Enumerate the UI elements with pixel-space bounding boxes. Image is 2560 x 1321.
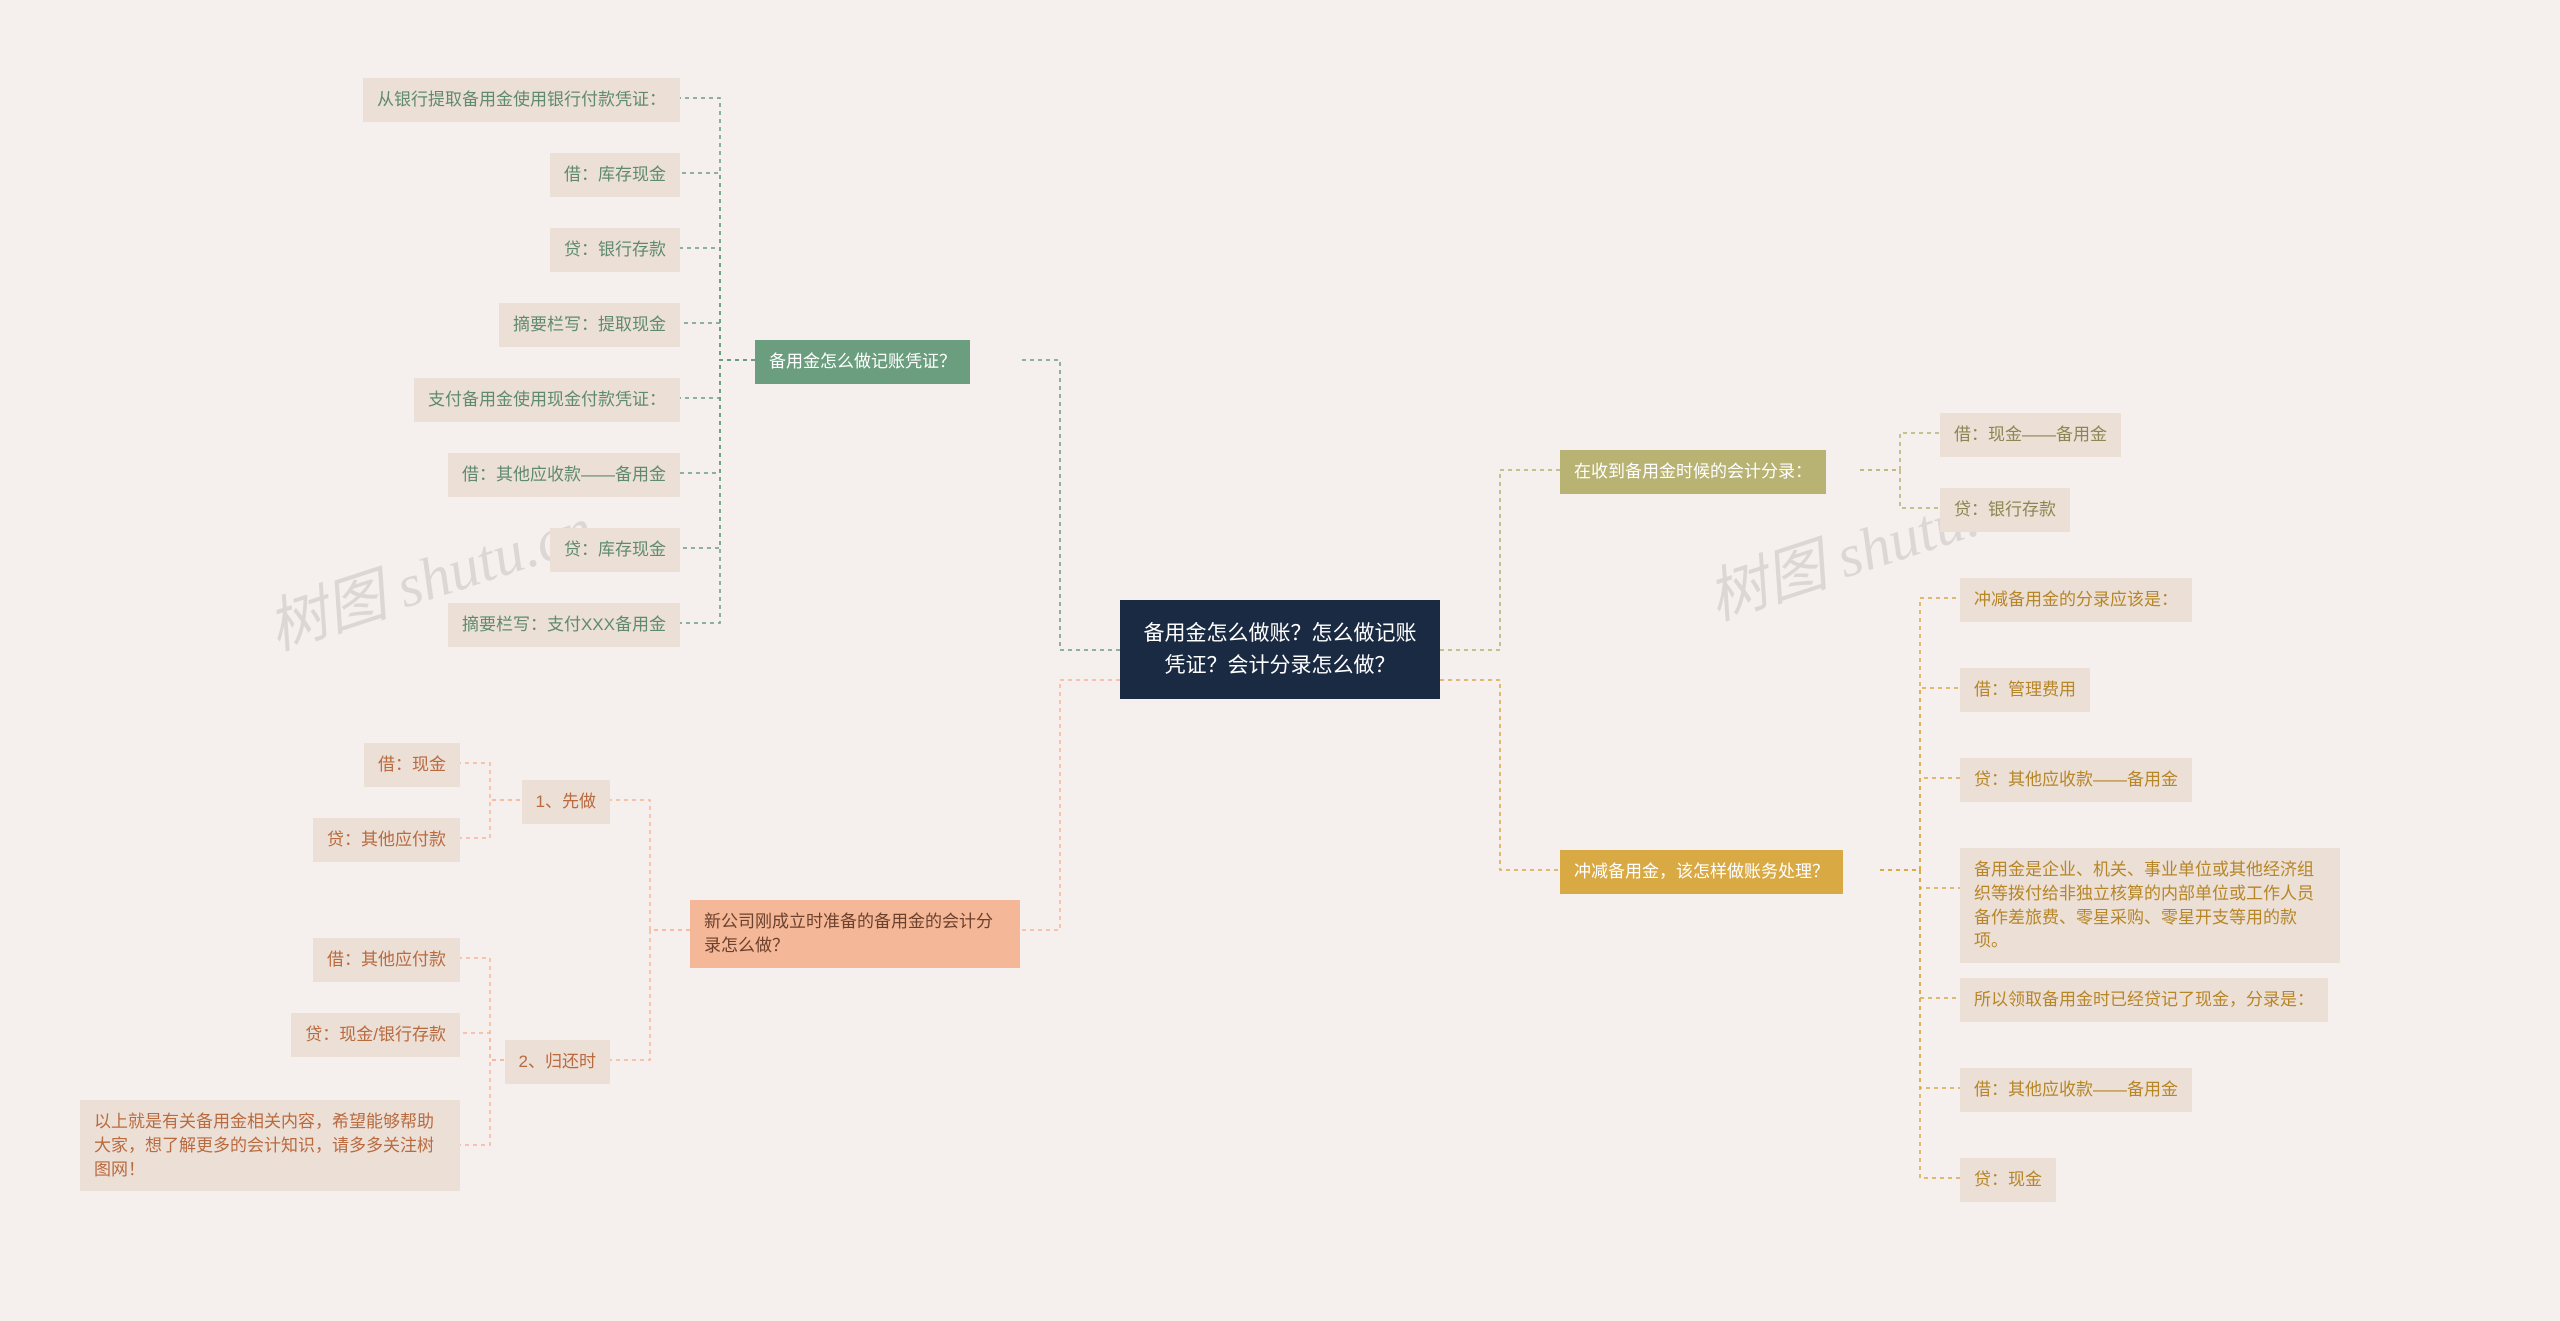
branch-gold: 冲减备用金，该怎样做账务处理？: [1560, 850, 1843, 894]
sub-peach-1: 2、归还时: [505, 1040, 610, 1084]
leaf-gold-5: 借：其他应收款——备用金: [1960, 1068, 2192, 1112]
branch-peach: 新公司刚成立时准备的备用金的会计分录怎么做？: [690, 900, 1020, 968]
leaf-green-5: 借：其他应收款——备用金: [448, 453, 680, 497]
leaf-gold-6: 贷：现金: [1960, 1158, 2056, 1202]
leaf-gold-3: 备用金是企业、机关、事业单位或其他经济组织等拨付给非独立核算的内部单位或工作人员…: [1960, 848, 2340, 963]
leaf-olive-1: 贷：银行存款: [1940, 488, 2070, 532]
branch-green: 备用金怎么做记账凭证？: [755, 340, 970, 384]
leaf-green-1: 借：库存现金: [550, 153, 680, 197]
leaf-gold-1: 借：管理费用: [1960, 668, 2090, 712]
leaf-green-2: 贷：银行存款: [550, 228, 680, 272]
sub-peach-0: 1、先做: [522, 780, 610, 824]
leaf-gold-4: 所以领取备用金时已经贷记了现金，分录是：: [1960, 978, 2328, 1022]
root-node: 备用金怎么做账？怎么做记账凭证？会计分录怎么做？: [1120, 600, 1440, 699]
leaf-olive-0: 借：现金——备用金: [1940, 413, 2121, 457]
leaf-green-0: 从银行提取备用金使用银行付款凭证：: [363, 78, 680, 122]
leaf-peach-1-1: 贷：现金/银行存款: [291, 1013, 460, 1057]
leaf-peach-1-0: 借：其他应付款: [313, 938, 460, 982]
leaf-gold-0: 冲减备用金的分录应该是：: [1960, 578, 2192, 622]
leaf-peach-1-2: 以上就是有关备用金相关内容，希望能够帮助大家，想了解更多的会计知识，请多多关注树…: [80, 1100, 460, 1191]
branch-olive: 在收到备用金时候的会计分录：: [1560, 450, 1826, 494]
leaf-green-6: 贷：库存现金: [550, 528, 680, 572]
leaf-green-7: 摘要栏写：支付XXX备用金: [448, 603, 680, 647]
leaf-gold-2: 贷：其他应收款——备用金: [1960, 758, 2192, 802]
leaf-green-3: 摘要栏写：提取现金: [499, 303, 680, 347]
leaf-peach-0-0: 借：现金: [364, 743, 460, 787]
leaf-green-4: 支付备用金使用现金付款凭证：: [414, 378, 680, 422]
leaf-peach-0-1: 贷：其他应付款: [313, 818, 460, 862]
